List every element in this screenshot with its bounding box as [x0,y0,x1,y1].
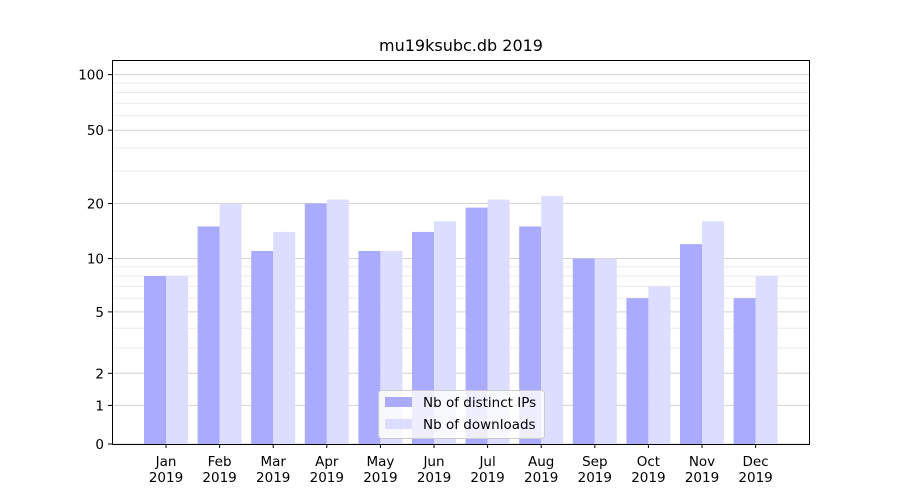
legend-label: Nb of distinct IPs [423,395,536,411]
bar [358,251,381,444]
y-tick-label: 5 [95,305,104,321]
bar [487,199,510,444]
bar [144,275,166,444]
x-tick-label-year: 2019 [202,470,236,486]
bar [594,258,617,444]
x-axis: Jan2019Feb2019Mar2019Apr2019May2019Jun20… [149,444,773,486]
bar [251,251,274,444]
y-tick-label: 20 [87,197,104,213]
bar [166,275,188,444]
x-tick-label-month: Feb [208,454,232,470]
bar [273,231,296,444]
bar [733,298,756,444]
x-tick-label-year: 2019 [417,470,451,486]
x-tick-label-year: 2019 [578,470,612,486]
x-tick-label-year: 2019 [524,470,558,486]
bar [326,199,349,444]
x-tick-label-month: Oct [637,454,660,470]
legend-label: Nb of downloads [423,417,536,433]
x-tick-label-year: 2019 [631,470,665,486]
x-tick-label-year: 2019 [256,470,290,486]
legend: Nb of distinct IPs Nb of downloads [378,390,545,439]
x-tick-label-month: Aug [528,454,554,470]
y-tick-label: 50 [87,123,104,139]
bar [648,286,671,444]
x-tick-label-month: May [366,454,394,470]
y-axis: 0 1 2 5 10 20 50 100 [78,68,112,453]
y-tick-label: 2 [95,366,104,382]
x-tick-label-month: Apr [315,454,339,470]
bars [144,195,778,444]
legend-swatch [385,397,412,407]
bar [680,244,702,444]
x-tick-label-month: Sep [582,454,607,470]
x-tick-label-month: Dec [743,454,769,470]
x-tick-label-year: 2019 [149,470,183,486]
x-tick-label-month: Jul [478,454,495,470]
legend-swatch [385,419,412,429]
x-tick-label-month: Nov [689,454,715,470]
y-tick-label: 100 [78,68,104,84]
legend-box [378,390,545,439]
x-tick-label-month: Jun [422,454,444,470]
bar [702,221,724,444]
bar [304,203,327,444]
x-tick-label-year: 2019 [310,470,344,486]
x-tick-label-year: 2019 [363,470,397,486]
x-tick-label-year: 2019 [738,470,772,486]
plot-frame [112,60,810,445]
x-tick-label-month: Mar [260,454,286,470]
bar [572,258,595,444]
bar [219,203,242,444]
y-tick-label: 0 [95,437,104,453]
y-tick-label: 10 [87,252,104,268]
bar [541,195,564,444]
bar [519,226,542,444]
bar [465,207,488,444]
bar [434,221,456,444]
x-tick-label-year: 2019 [470,470,504,486]
bar [197,226,220,444]
y-tick-label: 1 [95,398,104,414]
x-tick-label-year: 2019 [685,470,719,486]
bar [755,275,778,444]
x-tick-label-month: Jan [155,454,177,470]
chart-title: mu19ksubc.db 2019 [379,36,543,55]
bar [626,298,649,444]
